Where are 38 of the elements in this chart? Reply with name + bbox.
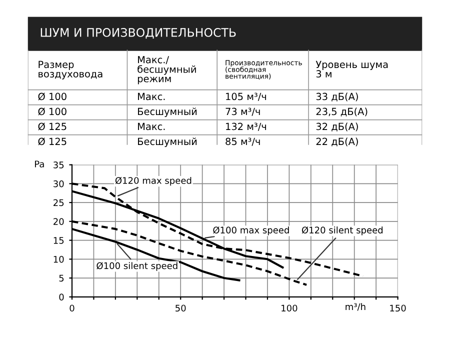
y-tick-label: 25	[54, 199, 64, 206]
text: Ø 125	[38, 138, 66, 146]
y-axis-title: Pa	[35, 160, 44, 168]
text: Бесшумный	[138, 138, 197, 147]
text: Ø 125	[38, 122, 66, 130]
text: 85 м³/ч	[226, 138, 260, 146]
text: Ø 100	[38, 92, 66, 100]
text: 33 дБ(А)	[316, 92, 358, 102]
y-tick-label: 5	[59, 274, 64, 282]
y-tick-label: 10	[54, 256, 64, 263]
text: 32 дБ(А)	[316, 122, 358, 132]
text: ШУМ И ПРОИЗВОДИТЕЛЬНОСТЬ	[40, 28, 236, 39]
series-label: Ø100 silent speed	[96, 262, 178, 271]
series-label: Ø100 max speed	[213, 226, 289, 236]
series-label: Ø120 max speed	[115, 176, 192, 186]
x-tick-label: 150	[390, 304, 406, 312]
y-tick-label: 20	[54, 218, 64, 225]
y-tick-label: 0	[59, 294, 64, 300]
x-tick-label: 100	[282, 304, 298, 312]
text: Уровень шума 3 м	[316, 60, 388, 78]
y-tick-label: 30	[54, 180, 64, 188]
text: 73 м³/ч	[226, 108, 260, 116]
text: Макс./ бесшумный режим	[138, 56, 196, 84]
text: 105 м³/ч	[226, 92, 266, 101]
text: Ø 100	[38, 108, 66, 116]
x-tick-label: 50	[176, 304, 186, 312]
text: Бесшумный	[138, 108, 197, 118]
text: Макс.	[138, 122, 165, 130]
y-tick-label: 15	[54, 237, 64, 244]
text: Макс.	[138, 92, 165, 100]
text: 132 м³/ч	[226, 122, 266, 131]
text: Размер воздуховода	[38, 60, 102, 80]
x-tick-label: 0	[70, 304, 74, 312]
y-tick-label: 35	[54, 162, 64, 168]
text: 23,5 дБ(А)	[316, 108, 368, 116]
text: Ø120 silent speed	[302, 226, 383, 236]
x-axis-title: m³/h	[346, 303, 366, 311]
text: 22 дБ(А)	[316, 138, 358, 146]
